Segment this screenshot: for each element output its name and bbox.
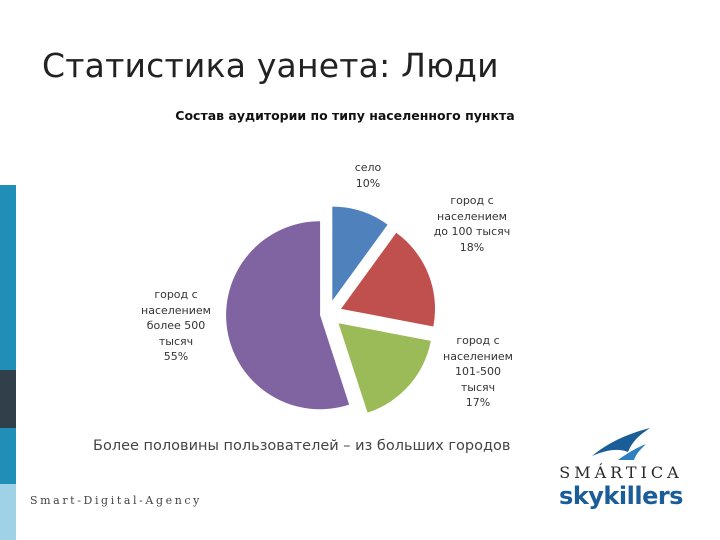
slice-label-medium-city-line-1: город с <box>456 334 500 347</box>
pie-slice-medium-city <box>338 323 431 413</box>
slice-label-small-city-value: 18% <box>459 240 485 254</box>
slice-label-large-city-line-4: тысяч <box>158 334 194 348</box>
accent-bar-light <box>0 484 16 540</box>
slide-caption: Более половины пользователей – из больши… <box>93 438 511 454</box>
slice-label-small-city-line-2: населением <box>437 209 507 223</box>
accent-bar-blue <box>0 185 16 370</box>
accent-bar-blue-lower <box>0 428 16 484</box>
pie-slice-small-city <box>341 232 436 327</box>
slice-label-large-city-line-3: более 500 <box>146 319 206 332</box>
agency-footer: Smart-Digital-Agency <box>30 494 202 507</box>
swoosh-logo-icon <box>592 428 650 460</box>
logo-skykillers-text: skykillers <box>559 482 683 510</box>
smartica-skykillers-logo: SMÁRTICA skykillers <box>558 424 684 516</box>
slice-label-large-city-value: 55% <box>163 350 189 363</box>
slice-label-large-city-line-2: населением <box>141 303 211 317</box>
slice-label-medium-city: город с населением 101-500 тысяч 17% <box>436 333 520 411</box>
slice-label-small-city-line-1: город с <box>450 194 494 207</box>
slice-label-small-city: город с населением до 100 тысяч 18% <box>422 193 522 255</box>
slice-label-small-city-line-3: до 100 тысяч <box>433 225 511 238</box>
logo-smartica-text: SMÁRTICA <box>559 463 683 482</box>
slice-label-medium-city-line-2: населением <box>443 349 513 363</box>
pie-slice-village <box>332 206 388 301</box>
slice-label-medium-city-line-3: 101-500 <box>455 365 501 378</box>
slice-label-large-city-line-1: город с <box>154 288 198 301</box>
slice-label-medium-city-value: 17% <box>465 396 491 409</box>
chart-title: Состав аудитории по типу населенного пун… <box>175 108 515 123</box>
accent-bar-dark <box>0 370 16 428</box>
slide-title: Статистика уанета: Люди <box>42 46 499 85</box>
pie-slice-large-city <box>226 221 350 410</box>
slice-label-large-city: город с населением более 500 тысяч 55% <box>134 287 218 365</box>
slice-label-medium-city-line-4: тысяч <box>460 380 496 394</box>
slice-label-village: село 10% <box>338 160 398 191</box>
slice-label-village-line-1: село <box>354 161 382 174</box>
slice-label-village-value: 10% <box>355 176 381 190</box>
